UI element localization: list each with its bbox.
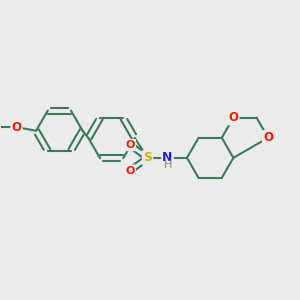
Text: O: O [228,111,239,124]
Text: N: N [162,151,172,164]
Text: O: O [125,140,135,150]
Text: H: H [164,160,172,170]
Text: O: O [263,131,273,144]
Text: O: O [11,121,22,134]
Text: O: O [125,166,135,176]
Text: S: S [143,151,152,164]
